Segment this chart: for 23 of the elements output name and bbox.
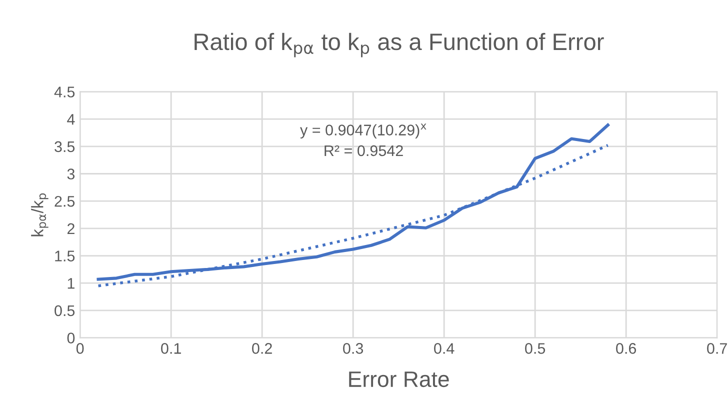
x-tick-label: 0.5 <box>525 343 546 354</box>
y-tick-label: 3.5 <box>54 141 75 152</box>
x-axis-title: Error Rate <box>349 372 449 388</box>
y-axis-title: k$_{pα}$/k$_{p}$ <box>31 193 48 236</box>
x-tick-label: 0.4 <box>434 343 454 354</box>
y-tick-label: 3 <box>67 168 75 180</box>
x-tick-label: 0.1 <box>161 343 181 354</box>
x-tick-label: 0.6 <box>616 343 636 354</box>
y-tick-label: 2 <box>67 223 74 234</box>
y-tick-label: 4 <box>67 114 75 125</box>
y-tick-label: 1.5 <box>55 250 75 262</box>
x-tick-label: 0 <box>76 343 84 354</box>
chart-title: Ratio of k$_{pα}$ to k$_{p}$ as a Function of Error <box>194 32 604 58</box>
annotation: y = 0.9047(10.29)$^{x}$ <box>300 124 426 138</box>
y-tick-label: 0.5 <box>54 305 75 316</box>
y-tick-label: 1 <box>68 278 74 289</box>
annotation: R² = 0.9542 <box>324 145 403 156</box>
y-tick-label: 4.5 <box>54 86 75 98</box>
x-tick-label: 0.3 <box>343 343 364 354</box>
y-tick-label: 2.5 <box>54 196 75 207</box>
y-tick-label: 0 <box>67 332 75 344</box>
x-tick-label: 0.7 <box>707 343 727 354</box>
x-tick-label: 0.2 <box>252 343 272 354</box>
